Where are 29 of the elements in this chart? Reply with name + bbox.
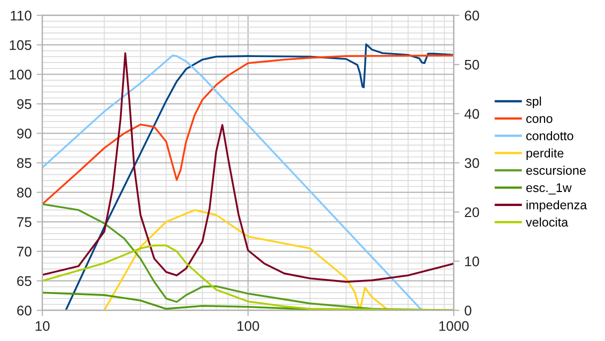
x-tick-label: 10: [36, 321, 50, 331]
x-tick-label: 1000: [439, 321, 469, 331]
y-tick-label: 75: [17, 217, 32, 227]
y-tick-label: 105: [10, 40, 32, 50]
y2-tick-label: 50: [464, 60, 480, 70]
y2-tick-label: 10: [465, 256, 480, 266]
y-tick-label: 110: [10, 10, 32, 21]
legend-label: cono: [526, 116, 552, 123]
y-tick-label: 100: [10, 70, 32, 80]
y2-tick-label: 60: [464, 10, 480, 21]
y2-tick-label: 20: [464, 207, 480, 218]
y-tick-label: 80: [17, 188, 32, 198]
legend-label: escursione: [526, 166, 586, 175]
y2-tick-label: 40: [464, 109, 480, 119]
legend-label: impedenza: [526, 200, 587, 212]
legend-label: spl: [526, 96, 541, 108]
y-tick-label: 70: [17, 246, 32, 256]
legend-label: perdite: [526, 148, 564, 160]
y-tick-label: 65: [17, 276, 32, 286]
legend-label: velocita: [526, 217, 568, 227]
x-tick-label: 100: [238, 321, 260, 331]
y2-tick-label: 30: [464, 158, 480, 168]
y-tick-label: 60: [17, 306, 32, 316]
legend-label: condotto: [526, 131, 574, 140]
y-tick-label: 85: [17, 158, 32, 168]
y2-tick-label: 0: [464, 306, 472, 316]
y-tick-label: 90: [17, 128, 32, 138]
y-tick-label: 95: [17, 99, 32, 110]
legend-label: esc._1w: [526, 183, 572, 194]
